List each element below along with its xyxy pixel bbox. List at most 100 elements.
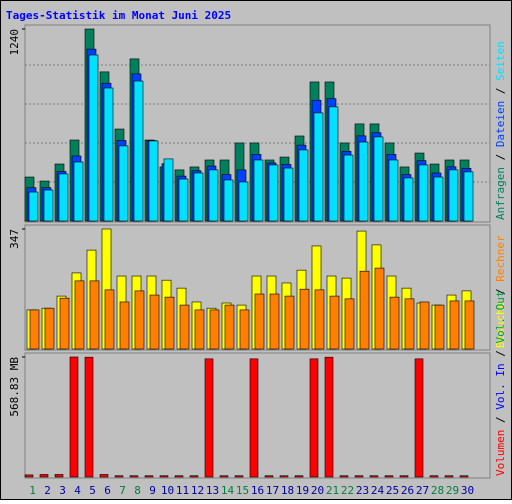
bar (133, 80, 144, 222)
bar (284, 295, 295, 350)
bar (384, 475, 394, 478)
bar (209, 309, 220, 350)
x-tick-label: 15 (236, 484, 249, 497)
bar (58, 173, 69, 222)
legend-label: Rechner (494, 235, 507, 282)
legend-separator: / (494, 282, 507, 302)
x-tick-label: 13 (206, 484, 219, 497)
bar (448, 169, 459, 222)
bar (463, 171, 474, 222)
legend-label: Anfragen (494, 167, 507, 220)
bar (269, 293, 280, 350)
x-tick-label: 12 (191, 484, 204, 497)
bar (104, 289, 115, 350)
legend-separator: / (494, 344, 507, 364)
bar (419, 301, 430, 350)
bar (403, 177, 414, 222)
x-tick-label: 30 (461, 484, 474, 497)
legend-label: Dateien (494, 101, 507, 147)
bar (148, 140, 159, 222)
x-tick-label: 27 (416, 484, 429, 497)
bar (164, 296, 175, 350)
bar (404, 298, 415, 350)
bar (179, 304, 190, 350)
bar (459, 475, 469, 478)
x-tick-label: 10 (161, 484, 174, 497)
bar (268, 164, 279, 222)
bar (298, 149, 309, 222)
bar (88, 54, 99, 222)
x-tick-label: 28 (431, 484, 444, 497)
bar (328, 106, 339, 222)
bar (399, 475, 409, 478)
x-tick-label: 5 (89, 484, 96, 497)
chart-title: Tages-Statistik im Monat Juni 2025 (6, 9, 231, 22)
bar (354, 475, 364, 478)
x-tick-label: 29 (446, 484, 459, 497)
legend-separator: / (494, 147, 507, 167)
bar (329, 295, 340, 350)
bar (374, 267, 385, 350)
bar (358, 141, 369, 222)
bar (29, 309, 40, 350)
legend: Anfragen / Dateien / Seiten (494, 41, 507, 220)
bar (43, 189, 54, 222)
x-tick-label: 9 (149, 484, 156, 497)
x-tick-label: 2 (44, 484, 51, 497)
bar (239, 309, 250, 350)
y-tick-label: 347 (8, 229, 21, 249)
x-tick-label: 4 (74, 484, 81, 497)
bar (238, 181, 249, 222)
bar (264, 475, 274, 478)
x-tick-label: 8 (134, 484, 141, 497)
bar (193, 172, 204, 222)
x-tick-label: 23 (356, 484, 369, 497)
bar (174, 475, 184, 478)
bar (224, 304, 235, 350)
bar (59, 297, 70, 350)
bar (24, 474, 34, 478)
bar (194, 309, 205, 350)
bar (54, 474, 64, 478)
bar (39, 474, 49, 478)
legend-label: Besuche (494, 302, 507, 348)
y-tick-label: 1240 (8, 29, 21, 56)
bar (359, 270, 370, 350)
bar (234, 475, 244, 478)
bar (444, 475, 454, 478)
x-tick-label: 17 (266, 484, 279, 497)
x-tick-label: 14 (221, 484, 235, 497)
x-tick-label: 21 (326, 484, 339, 497)
bar (163, 158, 174, 222)
bar (373, 136, 384, 222)
legend-separator: / (494, 410, 507, 430)
bar (89, 280, 100, 350)
x-tick-label: 20 (311, 484, 324, 497)
bar (223, 179, 234, 222)
bar (464, 300, 475, 350)
x-tick-label: 22 (341, 484, 354, 497)
bar (189, 475, 199, 478)
legend-label: Volumen (494, 430, 507, 476)
bar (208, 169, 219, 222)
bar (118, 145, 129, 222)
x-tick-label: 16 (251, 484, 264, 497)
x-tick-label: 6 (104, 484, 111, 497)
x-tick-label: 26 (401, 484, 414, 497)
bar (344, 298, 355, 350)
legend-label: Vol. Out (494, 291, 507, 344)
x-tick-label: 7 (119, 484, 126, 497)
bar (418, 164, 429, 222)
bar (99, 474, 109, 478)
bar (299, 288, 310, 350)
bar (129, 475, 139, 478)
bar (429, 475, 439, 478)
bar (69, 356, 79, 478)
bar (389, 296, 400, 350)
bar (103, 87, 114, 222)
x-tick-label: 25 (386, 484, 399, 497)
bar (388, 159, 399, 222)
x-tick-label: 3 (59, 484, 66, 497)
legend-label: Vol. In (494, 363, 507, 409)
